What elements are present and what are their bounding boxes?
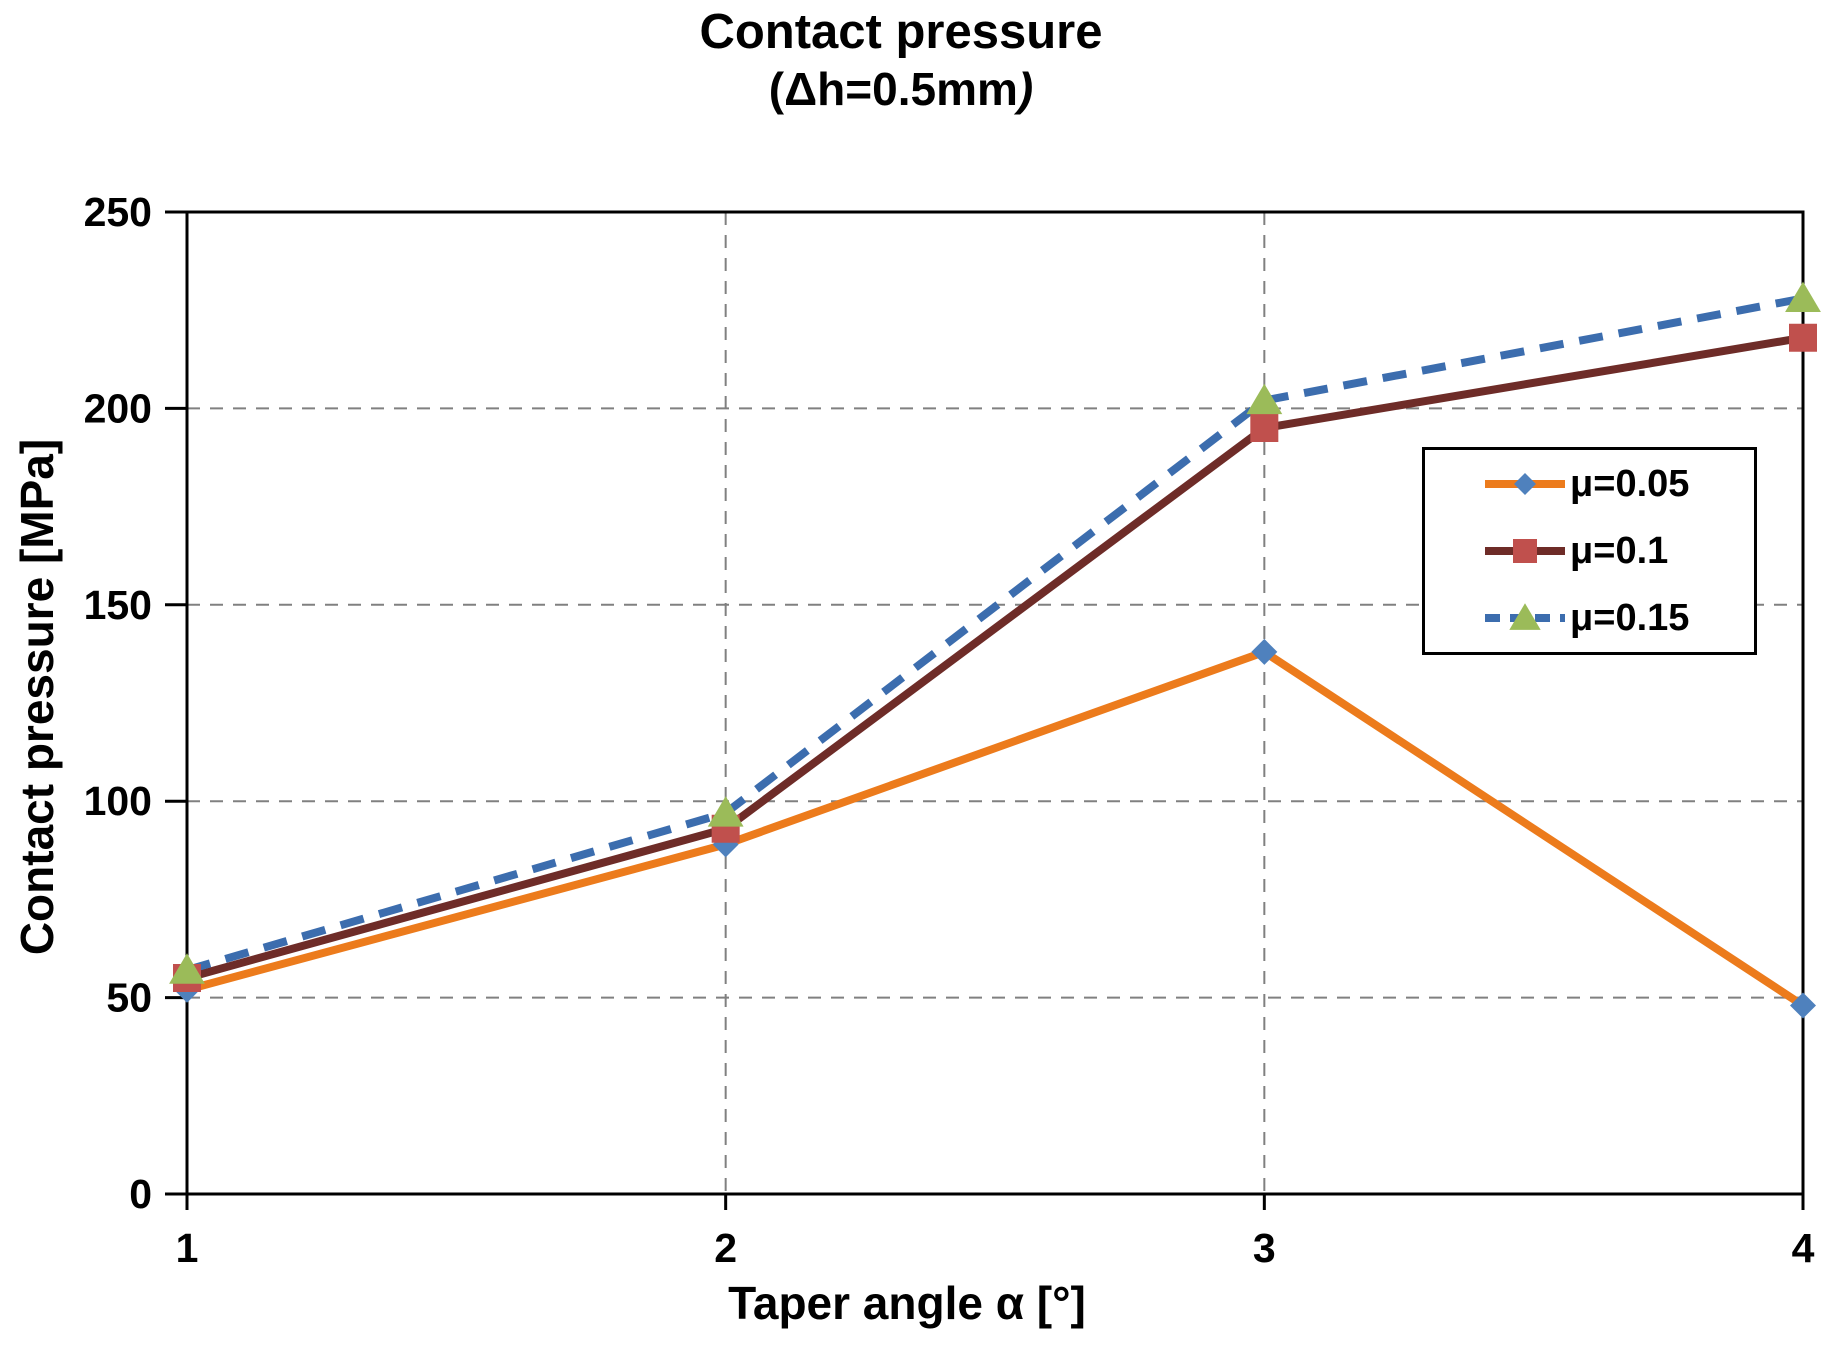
legend-label-mu-01: μ=0.1 — [1570, 529, 1669, 572]
legend-sample-mu-01 — [1485, 538, 1565, 563]
y-tick-label: 50 — [106, 975, 152, 1021]
legend-item-mu-01: μ=0.1 — [1483, 530, 1754, 572]
x-tick-label: 4 — [1792, 1225, 1815, 1271]
y-tick-label: 150 — [84, 582, 152, 628]
series-line-μ=0.1 — [185, 333, 1804, 982]
plot-border — [185, 210, 1805, 1196]
legend-marker-diamond — [1514, 472, 1536, 495]
legend: μ=0.05 μ=0.1 μ=0.15 — [1422, 447, 1757, 655]
marker-square — [1789, 323, 1817, 352]
chart-subtitle-paren: ) — [1017, 62, 1034, 115]
marker-triangle — [1246, 383, 1283, 415]
series-line-μ=0.15 — [185, 294, 1804, 974]
marker-triangle — [707, 796, 744, 827]
legend-marker-triangle — [1509, 603, 1541, 631]
marker-triangle — [1785, 281, 1821, 313]
chart-title-block: Contact pressure (Δh=0.5mm) — [699, 4, 1102, 116]
marker-diamond — [1251, 638, 1278, 665]
x-tick-label: 3 — [1253, 1225, 1276, 1271]
x-axis-title: Taper angle α [°] — [728, 1277, 1086, 1329]
marker-diamond — [1790, 992, 1816, 1019]
chart-subtitle-text: (Δh=0.5mm — [768, 62, 1018, 115]
y-tick-label: 200 — [84, 385, 152, 431]
y-tick-label: 0 — [129, 1171, 152, 1217]
chart-subtitle: (Δh=0.5mm) — [699, 62, 1102, 116]
legend-item-mu-015: μ=0.15 — [1483, 597, 1754, 639]
legend-sample-mu-015 — [1485, 603, 1565, 631]
chart-title: Contact pressure — [699, 5, 1103, 59]
y-tick-label: 250 — [84, 189, 152, 235]
legend-item-mu-005: μ=0.05 — [1483, 463, 1754, 505]
x-tick-label: 2 — [714, 1225, 737, 1271]
y-tick-label: 100 — [84, 778, 152, 824]
legend-label-mu-005: μ=0.05 — [1570, 462, 1690, 505]
series-line-μ=0.05 — [185, 647, 1806, 1009]
legend-marker-square — [1513, 538, 1537, 563]
marker-square — [1250, 414, 1279, 443]
x-tick-label: 1 — [176, 1225, 199, 1271]
legend-sample-mu-005 — [1485, 472, 1565, 495]
legend-label-mu-015: μ=0.15 — [1570, 597, 1690, 640]
marker-triangle — [169, 953, 205, 984]
